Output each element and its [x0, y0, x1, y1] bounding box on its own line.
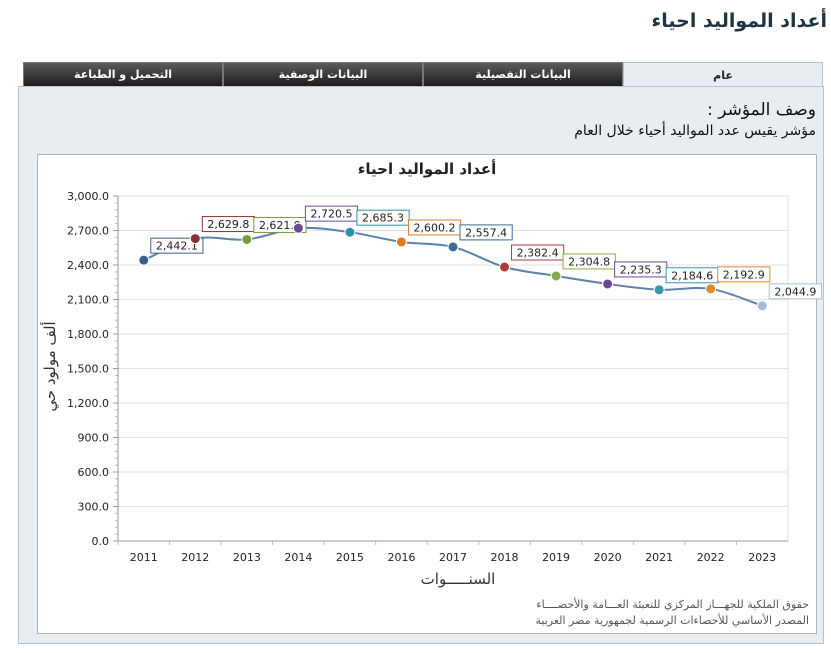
data-point	[292, 222, 304, 234]
data-label: 2,382.4	[517, 247, 559, 260]
tab-general[interactable]: عام	[623, 62, 823, 88]
chart-title: أعداد المواليد احياء	[357, 160, 497, 178]
data-point	[756, 300, 768, 312]
data-label: 2,685.3	[362, 212, 404, 225]
x-tick-label: 2013	[233, 551, 261, 564]
data-point	[550, 270, 562, 282]
data-label: 2,235.3	[620, 263, 662, 276]
data-label: 2,720.5	[310, 208, 352, 221]
data-label: 2,184.6	[671, 269, 713, 282]
y-tick-label: 3,000.0	[67, 190, 109, 203]
data-label: 2,557.4	[465, 226, 507, 239]
data-label: 2,304.8	[568, 255, 610, 268]
data-label-box	[150, 237, 204, 254]
y-tick-label: 300.0	[78, 501, 110, 514]
data-point	[653, 284, 665, 296]
indicator-description-heading: وصف المؤشر :	[707, 100, 816, 120]
data-label: 2,621.9	[259, 219, 301, 232]
x-tick-label: 2014	[284, 551, 312, 564]
y-tick-label: 2,100.0	[67, 294, 109, 307]
data-label-box	[459, 224, 513, 241]
x-tick-label: 2016	[387, 551, 415, 564]
page-title: أعداد المواليد احياء	[651, 10, 827, 32]
tab-download-print[interactable]: التحميل و الطباعة	[23, 62, 223, 86]
x-tick-label: 2015	[336, 551, 364, 564]
tab-detailed-data[interactable]: البيانات التفصيلية	[423, 62, 623, 86]
data-label: 2,044.9	[774, 285, 816, 298]
y-axis-label: ألف مولود حي	[40, 321, 60, 411]
data-point	[395, 236, 407, 248]
x-tick-label: 2012	[181, 551, 209, 564]
data-label: 2,629.8	[207, 218, 249, 231]
tab-bar: عام البيانات التفصيلية البيانات الوصفية …	[23, 62, 823, 88]
data-label: 2,192.9	[723, 268, 765, 281]
x-tick-label: 2022	[697, 551, 725, 564]
y-tick-label: 900.0	[78, 432, 110, 445]
x-tick-label: 2018	[491, 551, 519, 564]
x-tick-label: 2017	[439, 551, 467, 564]
data-point	[705, 283, 717, 295]
x-axis-label: السنـــــوات	[421, 570, 496, 588]
data-label-box	[356, 209, 410, 226]
data-label: 2,600.2	[414, 221, 456, 234]
tab-metadata[interactable]: البيانات الوصفية	[223, 62, 423, 86]
data-point	[189, 233, 201, 245]
x-tick-label: 2023	[748, 551, 776, 564]
y-tick-label: 0.0	[92, 535, 110, 548]
y-tick-label: 1,500.0	[67, 363, 109, 376]
data-point	[447, 241, 459, 253]
footer-copyright: حقوق الملكية للجهـــاز المركزي للتعبئة ا…	[536, 598, 809, 611]
x-tick-label: 2011	[130, 551, 158, 564]
x-tick-label: 2020	[594, 551, 622, 564]
data-label-box	[768, 283, 822, 300]
x-tick-label: 2019	[542, 551, 570, 564]
data-point	[344, 226, 356, 238]
data-label: 2,442.1	[156, 240, 198, 253]
footer-source: المصدر الأساسي للأحصاءات الرسمية لجمهوري…	[535, 614, 809, 627]
data-point	[241, 233, 253, 245]
data-point	[602, 278, 614, 290]
data-label-box	[717, 266, 771, 283]
y-tick-label: 2,700.0	[67, 225, 109, 238]
y-tick-label: 1,800.0	[67, 328, 109, 341]
x-tick-label: 2021	[645, 551, 673, 564]
y-tick-label: 1,200.0	[67, 397, 109, 410]
data-point	[499, 261, 511, 273]
y-tick-label: 600.0	[78, 466, 110, 479]
indicator-description-text: مؤشر يقيس عدد المواليد أحياء خلال العام	[574, 123, 816, 139]
data-point	[138, 254, 150, 266]
series-line	[143, 226, 763, 307]
data-label-box	[511, 244, 565, 261]
y-tick-label: 2,400.0	[67, 259, 109, 272]
